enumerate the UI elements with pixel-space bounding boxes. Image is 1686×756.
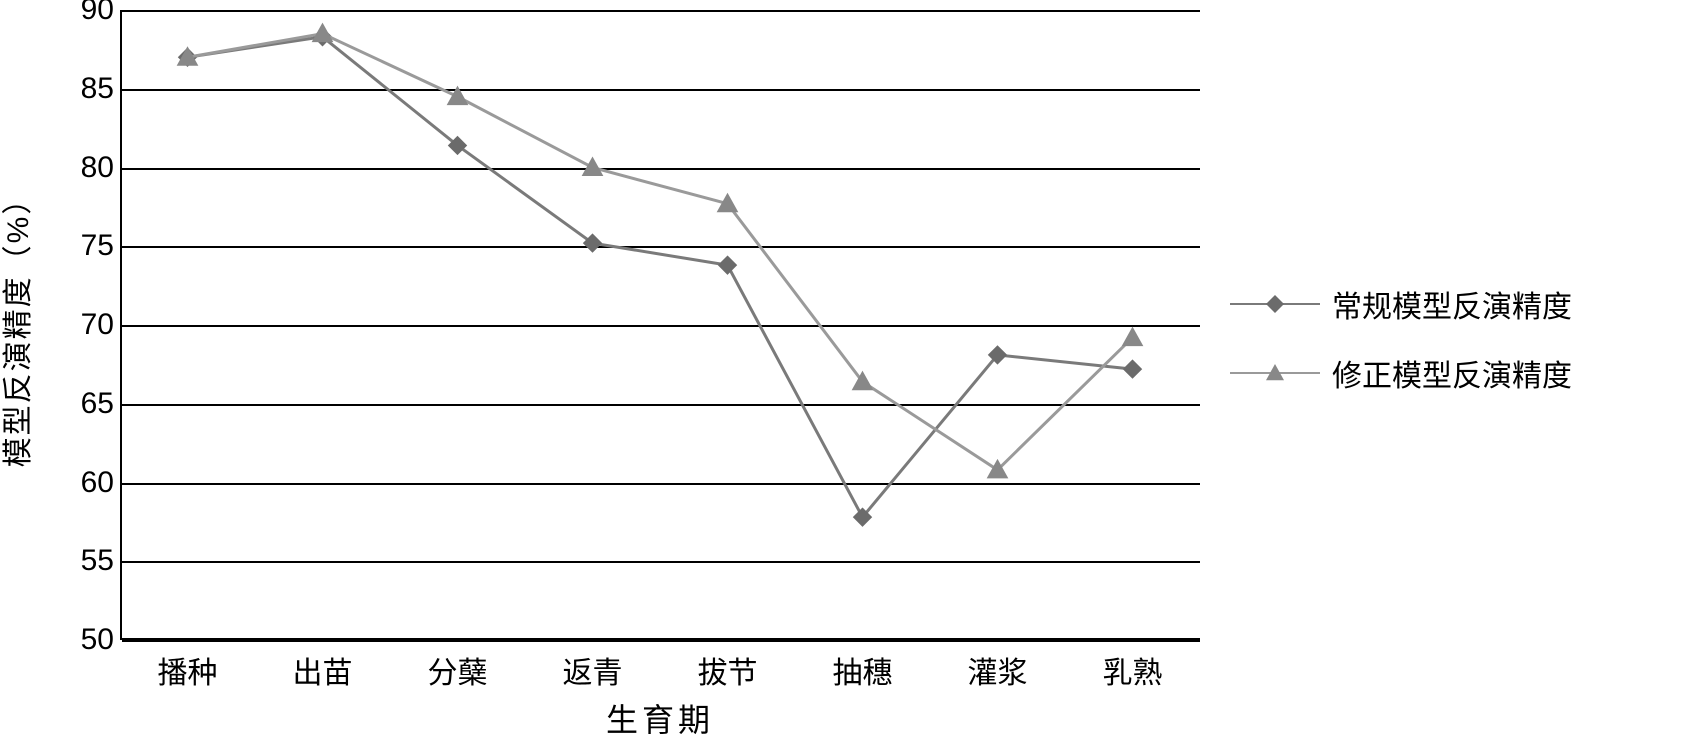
legend: 常规模型反演精度修正模型反演精度 xyxy=(1230,282,1572,420)
chart-svg xyxy=(120,10,1200,640)
x-tick-label: 分蘖 xyxy=(428,648,488,692)
data-marker xyxy=(1124,360,1142,378)
x-tick-label: 播种 xyxy=(158,648,218,692)
legend-line xyxy=(1230,372,1320,374)
y-tick-label: 50 xyxy=(14,623,114,657)
x-tick-label: 拔节 xyxy=(698,648,758,692)
line-chart: 模型反演精度（%） 生育期 常规模型反演精度修正模型反演精度 505560657… xyxy=(0,0,1686,756)
gridline xyxy=(122,640,1200,642)
x-tick-label: 返青 xyxy=(563,648,623,692)
legend-label: 修正模型反演精度 xyxy=(1332,351,1572,395)
y-tick-label: 85 xyxy=(14,72,114,106)
x-tick-label: 抽穗 xyxy=(833,648,893,692)
x-tick-label: 乳熟 xyxy=(1103,648,1163,692)
y-tick-label: 65 xyxy=(14,387,114,421)
y-tick-label: 55 xyxy=(14,544,114,578)
triangle-marker-icon xyxy=(1264,362,1286,384)
x-tick-label: 出苗 xyxy=(293,648,353,692)
data-marker xyxy=(719,256,737,274)
x-tick-label: 灌浆 xyxy=(968,648,1028,692)
y-tick-label: 70 xyxy=(14,308,114,342)
series-line xyxy=(188,37,1133,517)
legend-item: 常规模型反演精度 xyxy=(1230,282,1572,326)
x-axis-title: 生育期 xyxy=(606,695,714,741)
y-tick-label: 60 xyxy=(14,466,114,500)
legend-line xyxy=(1230,303,1320,305)
y-tick-label: 75 xyxy=(14,229,114,263)
diamond-marker-icon xyxy=(1264,293,1286,315)
data-marker xyxy=(1123,328,1143,346)
legend-item: 修正模型反演精度 xyxy=(1230,351,1572,395)
y-tick-label: 80 xyxy=(14,151,114,185)
data-marker xyxy=(448,87,468,105)
legend-label: 常规模型反演精度 xyxy=(1332,282,1572,326)
y-tick-label: 90 xyxy=(14,0,114,27)
series-line xyxy=(188,34,1133,470)
data-marker xyxy=(583,158,603,176)
data-marker xyxy=(313,24,333,42)
